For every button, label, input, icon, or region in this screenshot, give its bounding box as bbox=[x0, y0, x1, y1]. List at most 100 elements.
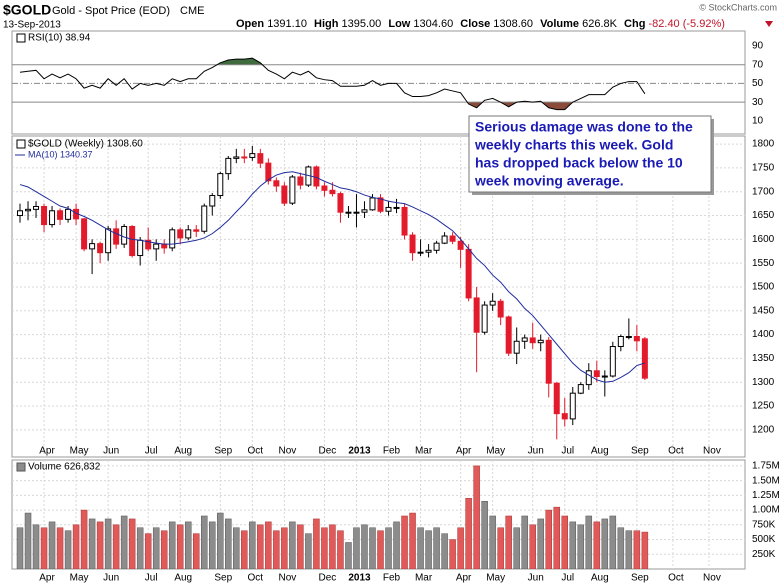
volume-bar bbox=[241, 530, 248, 569]
candle-body bbox=[297, 176, 304, 186]
candle-body bbox=[89, 243, 96, 250]
volume-bar bbox=[168, 521, 176, 569]
candle-body bbox=[121, 225, 128, 245]
x-tick-label: Apr bbox=[39, 446, 55, 457]
volume-bar bbox=[233, 527, 240, 569]
legend-label: $GOLD (Weekly) 1308.60 bbox=[28, 139, 143, 150]
volume-bar bbox=[321, 527, 328, 569]
candle-body bbox=[449, 235, 456, 242]
candle-body bbox=[633, 336, 640, 342]
y-tick-label: 90 bbox=[752, 41, 764, 52]
volume-bar bbox=[217, 512, 224, 569]
volume-bar bbox=[513, 527, 520, 569]
quote-label: Open bbox=[236, 18, 264, 30]
quote-value: -82.40 (-5.92%) bbox=[648, 18, 724, 30]
x-tick-label: Sep bbox=[214, 446, 232, 457]
x-tick-label: Nov bbox=[703, 446, 721, 457]
x-tick-label: 2013 bbox=[348, 446, 371, 457]
candle-body bbox=[273, 180, 280, 187]
volume-bar bbox=[601, 518, 609, 569]
y-tick-label: 1700 bbox=[752, 186, 775, 197]
x-tick-label: Oct bbox=[668, 446, 684, 457]
x-tick-label: Apr bbox=[456, 573, 472, 584]
quote-label: High bbox=[314, 18, 339, 30]
quote-label: Volume bbox=[540, 18, 579, 30]
candle-body bbox=[513, 340, 520, 354]
volume-bar bbox=[545, 509, 552, 569]
quote-value: 626.8K bbox=[582, 18, 618, 30]
volume-bar bbox=[537, 518, 544, 569]
x-tick-label: May bbox=[486, 446, 505, 457]
volume-bar bbox=[88, 518, 96, 569]
candle-body bbox=[505, 316, 512, 354]
volume-bar bbox=[441, 533, 448, 569]
x-tick-label: Nov bbox=[278, 446, 296, 457]
candle-body bbox=[385, 206, 392, 212]
volume-bar bbox=[449, 539, 456, 569]
candle-body bbox=[249, 153, 256, 158]
annotation-line: week moving average. bbox=[474, 173, 624, 189]
volume-bar bbox=[96, 521, 104, 569]
volume-bar bbox=[633, 530, 641, 569]
x-tick-label: Jun bbox=[103, 573, 119, 584]
volume-bar bbox=[417, 527, 424, 569]
x-tick-label: Feb bbox=[383, 446, 401, 457]
candle-body bbox=[153, 243, 160, 250]
annotation-line: has dropped back below the 10 bbox=[475, 155, 683, 171]
volume-bar bbox=[361, 524, 368, 569]
volume-bar bbox=[489, 515, 496, 569]
y-tick-label: 250K bbox=[752, 549, 776, 560]
volume-bar bbox=[369, 527, 376, 569]
candle-body bbox=[377, 197, 384, 212]
legend-label: Volume 626,832 bbox=[28, 462, 101, 473]
x-tick-label: Dec bbox=[319, 573, 337, 584]
x-tick-label: Jul bbox=[561, 573, 574, 584]
volume-bar bbox=[521, 515, 528, 569]
volume-bar bbox=[273, 530, 280, 569]
candle-body bbox=[369, 197, 376, 211]
candle-body bbox=[473, 297, 480, 333]
volume-bar bbox=[72, 524, 80, 569]
volume-bar bbox=[529, 524, 536, 569]
y-tick-label: 1800 bbox=[752, 139, 775, 150]
volume-bar bbox=[152, 527, 160, 569]
candle-body bbox=[313, 166, 320, 187]
x-tick-label: Oct bbox=[248, 573, 264, 584]
candle-body bbox=[553, 382, 560, 415]
panels: 10 30 50 70 90 RSI(10) 38.94 1200 1250 1300 1350 1… bbox=[11, 30, 780, 584]
quote-value: 1395.00 bbox=[342, 18, 382, 30]
candle-body bbox=[225, 157, 232, 175]
candle-body bbox=[241, 156, 248, 159]
x-tick-label: Jul bbox=[145, 446, 158, 457]
volume-bar bbox=[160, 530, 168, 569]
legend-swatch bbox=[16, 139, 26, 149]
legend-swatch bbox=[16, 462, 26, 472]
y-tick-label: 1550 bbox=[752, 258, 775, 269]
quote-value: 1304.60 bbox=[413, 18, 453, 30]
annotation: Serious damage was done to the weekly ch… bbox=[468, 115, 714, 195]
volume-bar bbox=[24, 512, 32, 569]
candle-body bbox=[609, 346, 616, 377]
volume-bar bbox=[473, 465, 480, 569]
candle-body bbox=[601, 375, 608, 378]
x-tick-label: Nov bbox=[703, 573, 721, 584]
candle-body bbox=[161, 243, 168, 249]
plot bbox=[12, 57, 745, 111]
volume-bar bbox=[128, 518, 136, 569]
y-tick-label: 1200 bbox=[752, 424, 775, 435]
candle-body bbox=[41, 205, 48, 226]
y-tick-label: 1750 bbox=[752, 163, 775, 174]
volume-bar bbox=[16, 527, 24, 569]
volume-bar bbox=[505, 515, 512, 569]
candle-body bbox=[361, 209, 368, 213]
y-tick-label: 1650 bbox=[752, 210, 775, 221]
candle-body bbox=[465, 248, 472, 299]
candle-body bbox=[289, 176, 296, 204]
volume-bar bbox=[257, 524, 264, 569]
candle-body bbox=[401, 206, 408, 236]
volume-bar bbox=[561, 515, 569, 569]
y-tick-label: 1450 bbox=[752, 305, 775, 316]
x-tick-label: Aug bbox=[174, 573, 192, 584]
candle-body bbox=[177, 229, 184, 239]
candle-body bbox=[113, 228, 120, 245]
